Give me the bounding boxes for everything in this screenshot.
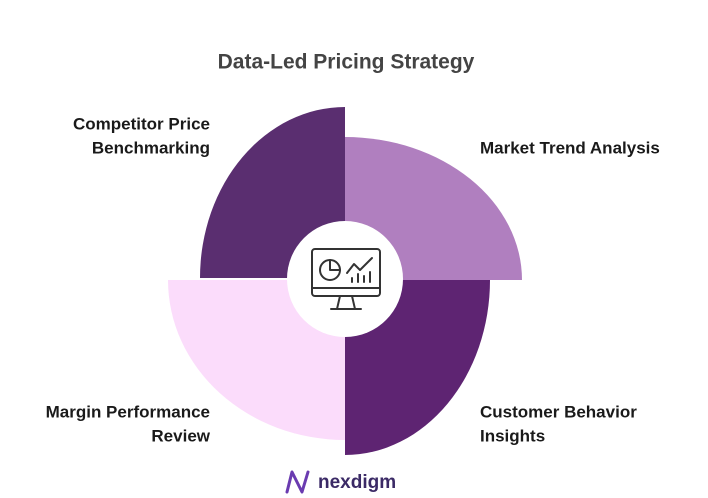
segment-label: Market Trend Analysis: [480, 138, 660, 157]
logo-text: nexdigm: [318, 472, 396, 493]
segment-label: Margin Performance: [46, 402, 210, 421]
logo-icon: [285, 470, 310, 494]
segment-label: Review: [151, 426, 210, 445]
segment-label: Competitor Price: [73, 114, 210, 133]
center-circle: [287, 221, 403, 337]
segment-label: Customer Behavior: [480, 402, 637, 421]
title: Data-Led Pricing Strategy: [218, 51, 475, 74]
segment-label: Benchmarking: [92, 138, 210, 157]
segment-label: Insights: [480, 426, 545, 445]
segment-bottom-left: [168, 280, 345, 440]
monitor-icon: [311, 248, 381, 310]
